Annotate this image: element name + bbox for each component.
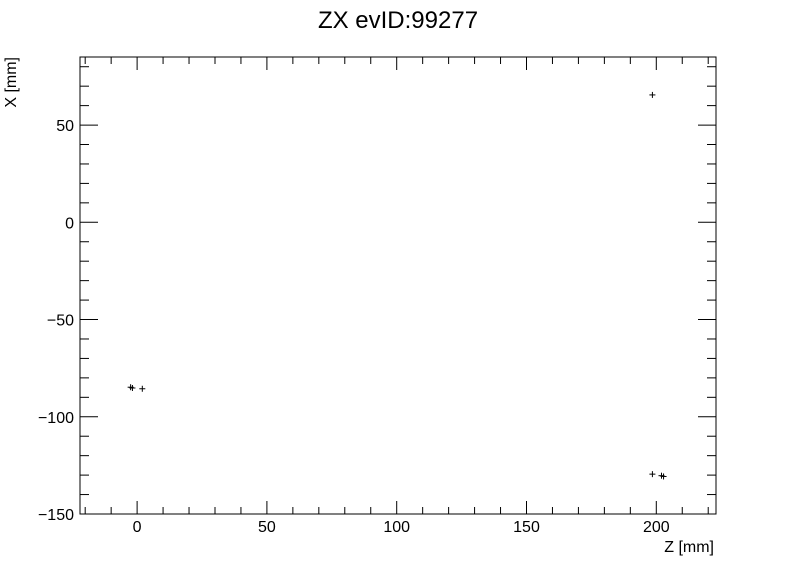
x-tick-label: 0 <box>133 519 142 536</box>
axis-tick-labels: 0 50 100 150 200 −150 −100 −50 0 50 <box>38 118 670 536</box>
plot-frame <box>79 56 717 515</box>
y-tick-label: −150 <box>38 507 74 524</box>
data-point <box>660 473 667 480</box>
y-tick-label: −100 <box>38 410 74 427</box>
data-points <box>127 91 667 480</box>
data-point <box>649 91 656 98</box>
x-tick-label: 50 <box>258 519 276 536</box>
y-tick-label: −50 <box>47 313 74 330</box>
x-tick-label: 100 <box>383 519 410 536</box>
data-point <box>139 385 146 392</box>
x-tick-label: 200 <box>643 519 670 536</box>
x-tick-label: 150 <box>513 519 540 536</box>
y-tick-label: 0 <box>65 215 74 232</box>
x-axis-title: Z [mm] <box>664 539 714 556</box>
chart-title: ZX evID:99277 <box>318 7 478 34</box>
y-axis-title: X [mm] <box>3 57 20 108</box>
data-point <box>649 471 656 478</box>
y-tick-label: 50 <box>56 118 74 135</box>
axis-ticks <box>80 57 716 515</box>
data-point <box>129 384 136 391</box>
